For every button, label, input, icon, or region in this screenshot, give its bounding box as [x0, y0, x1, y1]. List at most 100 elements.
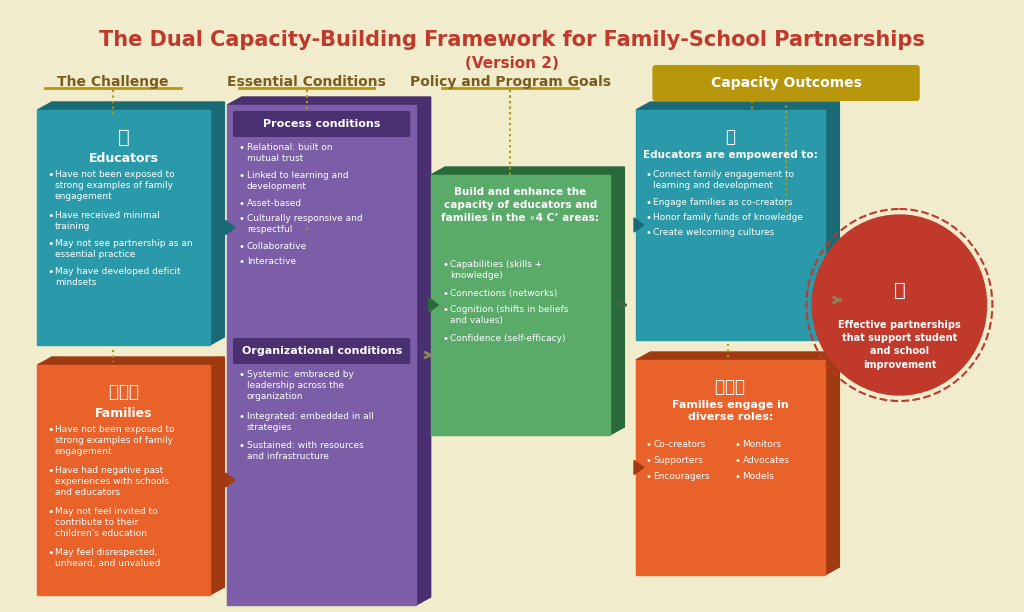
Text: The Dual Capacity-Building Framework for Family-School Partnerships: The Dual Capacity-Building Framework for… — [99, 30, 925, 50]
Text: Encouragers: Encouragers — [653, 472, 710, 481]
Text: 👨‍👩‍👧: 👨‍👩‍👧 — [716, 378, 745, 396]
Polygon shape — [38, 102, 224, 110]
Text: Interactive: Interactive — [247, 257, 296, 266]
Text: Families engage in
diverse roles:: Families engage in diverse roles: — [672, 400, 788, 422]
Polygon shape — [636, 352, 840, 360]
Text: 🏫: 🏫 — [894, 280, 905, 299]
Text: May have developed deficit
mindsets: May have developed deficit mindsets — [55, 267, 180, 287]
Text: 🏫: 🏫 — [725, 128, 735, 146]
Polygon shape — [210, 357, 224, 595]
Polygon shape — [431, 175, 610, 435]
Text: •: • — [47, 548, 53, 558]
Text: Co-creators: Co-creators — [653, 440, 706, 449]
Text: Supporters: Supporters — [653, 456, 703, 465]
Text: Linked to learning and
development: Linked to learning and development — [247, 171, 348, 191]
Text: Capabilities (skills +
knowledge): Capabilities (skills + knowledge) — [450, 260, 543, 280]
Polygon shape — [824, 102, 840, 340]
Text: •: • — [239, 171, 245, 181]
Text: •: • — [646, 440, 651, 450]
Text: Policy and Program Goals: Policy and Program Goals — [410, 75, 610, 89]
Text: •: • — [47, 507, 53, 517]
Polygon shape — [634, 218, 644, 232]
Text: Have had negative past
experiences with schools
and educators: Have had negative past experiences with … — [55, 466, 169, 497]
Text: •: • — [47, 466, 53, 476]
Text: Confidence (self-efficacy): Confidence (self-efficacy) — [450, 334, 565, 343]
Text: Models: Models — [742, 472, 774, 481]
Text: 👨‍👩‍👧: 👨‍👩‍👧 — [109, 383, 138, 401]
FancyBboxPatch shape — [233, 111, 411, 137]
Text: •: • — [442, 305, 449, 315]
Text: •: • — [47, 267, 53, 277]
Text: •: • — [646, 213, 651, 223]
FancyBboxPatch shape — [233, 338, 411, 364]
Text: •: • — [646, 456, 651, 466]
Text: Asset-based: Asset-based — [247, 199, 302, 208]
Text: May not feel invited to
contribute to their
children’s education: May not feel invited to contribute to th… — [55, 507, 158, 538]
Text: Have not been exposed to
strong examples of family
engagement: Have not been exposed to strong examples… — [55, 425, 174, 456]
Polygon shape — [227, 97, 431, 105]
Text: Have received minimal
training: Have received minimal training — [55, 211, 160, 231]
Text: Essential Conditions: Essential Conditions — [227, 75, 386, 89]
Polygon shape — [38, 110, 210, 345]
Text: Have not been exposed to
strong examples of family
engagement: Have not been exposed to strong examples… — [55, 170, 174, 201]
Polygon shape — [38, 357, 224, 365]
Text: •: • — [47, 239, 53, 249]
Text: May feel disrespected,
unheard, and unvalued: May feel disrespected, unheard, and unva… — [55, 548, 160, 568]
Text: Families: Families — [95, 407, 153, 420]
Text: •: • — [239, 441, 245, 451]
Text: •: • — [239, 214, 245, 224]
Text: Cognition (shifts in beliefs
and values): Cognition (shifts in beliefs and values) — [450, 305, 568, 325]
Text: The Challenge: The Challenge — [57, 75, 169, 89]
Text: •: • — [646, 198, 651, 208]
Text: Process conditions: Process conditions — [263, 119, 380, 129]
Polygon shape — [429, 298, 438, 312]
Text: •: • — [239, 370, 245, 380]
Polygon shape — [636, 360, 824, 575]
Text: Organizational conditions: Organizational conditions — [242, 346, 401, 356]
Text: •: • — [735, 440, 740, 450]
Text: •: • — [735, 472, 740, 482]
Polygon shape — [38, 365, 210, 595]
Text: 🏫: 🏫 — [118, 128, 129, 147]
Text: Integrated: embedded in all
strategies: Integrated: embedded in all strategies — [247, 412, 374, 432]
Text: •: • — [239, 199, 245, 209]
Text: •: • — [646, 228, 651, 238]
Text: Create welcoming cultures: Create welcoming cultures — [653, 228, 775, 237]
Text: Connect family engagement to
learning and development: Connect family engagement to learning an… — [653, 170, 795, 190]
Text: Build and enhance the
capacity of educators and
families in the ∘4 C’ areas:: Build and enhance the capacity of educat… — [441, 187, 599, 223]
Polygon shape — [227, 105, 416, 605]
Text: Relational: built on
mutual trust: Relational: built on mutual trust — [247, 143, 332, 163]
Polygon shape — [824, 352, 840, 575]
Polygon shape — [416, 97, 431, 605]
Polygon shape — [636, 110, 824, 340]
Text: •: • — [442, 289, 449, 299]
Text: Educators are empowered to:: Educators are empowered to: — [643, 150, 818, 160]
Text: •: • — [442, 334, 449, 344]
Text: May not see partnership as an
essential practice: May not see partnership as an essential … — [55, 239, 193, 259]
Polygon shape — [431, 167, 625, 175]
Text: •: • — [239, 143, 245, 153]
Text: •: • — [239, 412, 245, 422]
Text: •: • — [442, 260, 449, 270]
Polygon shape — [636, 102, 840, 110]
Text: Advocates: Advocates — [742, 456, 790, 465]
Text: •: • — [735, 456, 740, 466]
FancyBboxPatch shape — [652, 65, 920, 101]
Polygon shape — [225, 220, 236, 234]
Text: Effective partnerships
that support student
and school
improvement: Effective partnerships that support stud… — [838, 320, 961, 370]
Text: Engage families as co-creators: Engage families as co-creators — [653, 198, 793, 207]
Text: Systemic: embraced by
leadership across the
organization: Systemic: embraced by leadership across … — [247, 370, 353, 401]
Text: •: • — [239, 242, 245, 252]
Text: Capacity Outcomes: Capacity Outcomes — [711, 76, 861, 90]
Text: Culturally responsive and
respectful: Culturally responsive and respectful — [247, 214, 362, 234]
Polygon shape — [210, 102, 224, 345]
Polygon shape — [225, 473, 236, 487]
Text: Connections (networks): Connections (networks) — [450, 289, 557, 298]
Polygon shape — [634, 460, 644, 474]
Text: •: • — [239, 257, 245, 267]
Text: Collaborative: Collaborative — [247, 242, 307, 251]
Text: •: • — [47, 211, 53, 221]
Polygon shape — [610, 167, 625, 435]
Text: •: • — [47, 170, 53, 180]
Text: (Version 2): (Version 2) — [465, 56, 559, 71]
